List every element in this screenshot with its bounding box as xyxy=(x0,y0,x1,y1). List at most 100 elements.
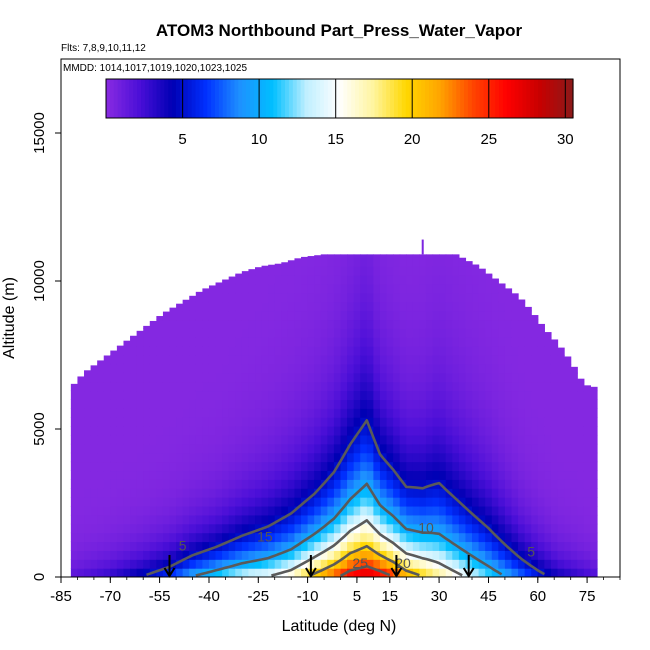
heatmap-cell xyxy=(386,408,394,418)
heatmap-cell xyxy=(590,523,598,534)
heatmap-cell xyxy=(301,399,309,409)
heatmap-cell xyxy=(287,372,296,383)
heatmap-cell xyxy=(116,523,125,534)
heatmap-cell xyxy=(432,346,440,356)
heatmap-cell xyxy=(327,505,335,516)
heatmap-cell xyxy=(287,514,296,525)
heatmap-cell xyxy=(452,283,460,294)
heatmap-cell xyxy=(504,434,513,445)
heatmap-cell xyxy=(465,301,473,312)
heatmap-cell xyxy=(425,355,434,365)
heatmap-cell xyxy=(439,541,447,551)
heatmap-cell xyxy=(399,266,407,276)
flight-marker-arrow xyxy=(305,555,317,578)
heatmap-cell xyxy=(550,434,559,445)
heatmap-cell xyxy=(564,381,572,392)
heatmap-cell xyxy=(314,434,322,445)
heatmap-cell xyxy=(445,523,453,534)
heatmap-cell xyxy=(472,319,480,329)
heatmap-cell xyxy=(176,355,184,365)
heatmap-cell xyxy=(307,355,315,365)
heatmap-cell xyxy=(189,452,197,463)
heatmap-cell xyxy=(156,470,164,480)
colorbar-swatch xyxy=(401,79,407,118)
heatmap-cell xyxy=(393,355,401,365)
heatmap-cell xyxy=(287,434,296,445)
heatmap-cell xyxy=(537,372,545,383)
heatmap-cell xyxy=(130,523,138,534)
heatmap-cell xyxy=(307,417,315,427)
contour-label: 5 xyxy=(179,537,187,553)
heatmap-cell xyxy=(564,550,572,560)
heatmap-cell xyxy=(583,461,592,472)
heatmap-cell xyxy=(472,523,480,534)
heatmap-cell xyxy=(472,390,480,400)
heatmap-cell xyxy=(307,523,315,534)
heatmap-cell xyxy=(570,417,578,427)
heatmap-cell xyxy=(77,559,85,569)
heatmap-cell xyxy=(353,417,361,427)
heatmap-cell xyxy=(195,470,203,480)
heatmap-cell xyxy=(439,408,447,418)
colorbar-swatch xyxy=(238,79,243,118)
heatmap-cell xyxy=(570,497,578,507)
heatmap-cell xyxy=(570,550,578,560)
heatmap-cell xyxy=(537,346,545,356)
heatmap-cell xyxy=(103,568,111,577)
heatmap-cell xyxy=(143,337,151,347)
heatmap-cell xyxy=(425,559,434,569)
heatmap-cell xyxy=(130,497,138,507)
heatmap-cell xyxy=(458,550,467,560)
heatmap-cell xyxy=(412,532,421,543)
heatmap-cell xyxy=(84,399,92,409)
heatmap-cell xyxy=(419,390,427,400)
heatmap-cell xyxy=(386,328,394,338)
heatmap-cell xyxy=(419,399,427,409)
heatmap-cell xyxy=(143,461,151,472)
heatmap-cell xyxy=(97,550,105,560)
heatmap-cell xyxy=(439,257,447,267)
y-tick-label: 10000 xyxy=(31,260,48,302)
heatmap-cell xyxy=(287,417,296,427)
heatmap-cell xyxy=(353,266,361,276)
heatmap-cell xyxy=(425,514,434,525)
colorbar-tick-label: 20 xyxy=(404,131,421,148)
heatmap-cell xyxy=(518,390,526,400)
heatmap-cell xyxy=(439,461,447,472)
heatmap-cell xyxy=(307,319,315,329)
heatmap-cell xyxy=(228,319,236,329)
heatmap-cell xyxy=(412,505,421,516)
heatmap-cell xyxy=(90,497,98,507)
heatmap-cell xyxy=(301,452,309,463)
heatmap-cell xyxy=(268,505,276,516)
heatmap-cell xyxy=(491,541,499,551)
heatmap-cell xyxy=(195,417,203,427)
heatmap-cell xyxy=(97,417,105,427)
heatmap-cell xyxy=(425,470,434,480)
heatmap-cell xyxy=(202,541,210,551)
heatmap-cell xyxy=(465,417,473,427)
heatmap-cell xyxy=(333,319,342,329)
heatmap-cell xyxy=(182,452,190,463)
heatmap-cell xyxy=(458,488,467,498)
heatmap-cell xyxy=(235,390,243,400)
heatmap-cell xyxy=(189,434,197,445)
heatmap-cell xyxy=(564,488,572,498)
heatmap-cell xyxy=(425,257,434,267)
heatmap-cell xyxy=(564,532,572,543)
heatmap-cell xyxy=(189,337,197,347)
heatmap-cell xyxy=(189,559,197,569)
colorbar-swatch xyxy=(557,79,562,118)
heatmap-cell xyxy=(491,559,499,569)
heatmap-cell xyxy=(189,514,197,525)
heatmap-cell xyxy=(524,390,532,400)
heatmap-cell xyxy=(281,262,289,267)
heatmap-cell xyxy=(130,550,138,560)
heatmap-cell xyxy=(583,443,592,454)
heatmap-cell xyxy=(544,381,552,392)
heatmap-cell xyxy=(347,301,355,312)
heatmap-cell xyxy=(406,505,414,516)
heatmap-cell xyxy=(268,541,276,551)
heatmap-cell xyxy=(353,443,361,454)
heatmap-cell xyxy=(379,550,388,560)
